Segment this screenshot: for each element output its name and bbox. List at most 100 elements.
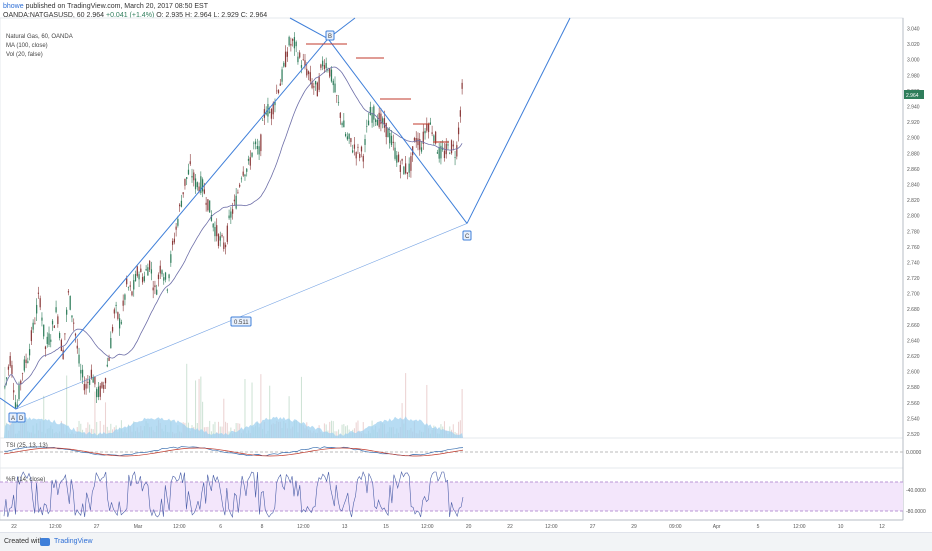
candle-body xyxy=(408,163,410,173)
candle-body xyxy=(78,354,80,364)
candle-body xyxy=(242,171,244,176)
tradingview-logo-icon xyxy=(40,538,50,546)
candle-body xyxy=(337,102,340,103)
candle-body xyxy=(48,333,50,345)
candle-body xyxy=(406,172,409,174)
candle-body xyxy=(119,318,121,329)
candle-body xyxy=(445,143,447,155)
candle-body xyxy=(166,289,168,291)
time-tick-label: 10 xyxy=(838,524,844,530)
candle-body xyxy=(306,68,308,76)
volume-bar xyxy=(104,402,107,438)
candle-layer xyxy=(4,32,463,410)
candle-body xyxy=(161,270,163,275)
candle-body xyxy=(163,277,165,281)
candle-body xyxy=(46,336,48,344)
price-tick-label: 2.700 xyxy=(907,292,920,298)
candle-body xyxy=(279,83,281,86)
candle-body xyxy=(134,274,137,282)
footer-brand[interactable]: TradingView xyxy=(54,538,93,545)
wr-tick-80: -80.0000 xyxy=(906,509,926,515)
tsi-signal-line xyxy=(3,447,464,457)
candle-body xyxy=(244,174,246,177)
volume-bar xyxy=(99,420,101,438)
candle-body xyxy=(108,357,110,361)
candle-body xyxy=(150,269,153,274)
candle-body xyxy=(405,163,407,174)
candle-body xyxy=(401,159,403,161)
candle-body xyxy=(380,113,382,125)
candle-body xyxy=(209,200,211,213)
volume-bar xyxy=(458,421,460,438)
candle-body xyxy=(256,145,258,149)
volume-bar xyxy=(288,396,290,438)
candle-body xyxy=(168,274,170,279)
candle-body xyxy=(311,81,313,88)
time-tick-label: Apr xyxy=(713,524,721,530)
tsi-tick: 0.0000 xyxy=(906,450,922,456)
pattern-extension-left xyxy=(289,17,329,40)
point-b-box xyxy=(325,30,335,41)
legend-title: Natural Gas, 60, OANDA xyxy=(6,34,73,40)
candle-body xyxy=(180,200,183,207)
price-chart[interactable]: 3.0403.0203.0002.9802.9602.9402.9202.900… xyxy=(0,0,932,532)
price-tick-label: 2.580 xyxy=(907,385,920,391)
volume-bar xyxy=(210,431,212,438)
candle-body xyxy=(438,147,440,159)
volume-bar xyxy=(338,429,340,438)
change-text: +0.041 (+1.4%) xyxy=(106,12,155,19)
candle-body xyxy=(334,83,336,93)
candle-body xyxy=(27,361,29,363)
candle-body xyxy=(300,65,303,68)
candle-body xyxy=(23,359,25,371)
candle-body xyxy=(281,69,283,82)
candle-body xyxy=(403,166,405,175)
candle-body xyxy=(129,285,131,287)
price-tick-label: 3.020 xyxy=(907,42,920,48)
candle-body xyxy=(450,140,453,154)
price-tick-label: 2.860 xyxy=(907,167,920,173)
volume-bar xyxy=(66,375,68,438)
candle-body xyxy=(277,90,280,94)
volume-bar xyxy=(300,376,302,438)
candle-body xyxy=(314,81,317,85)
time-tick-label: 27 xyxy=(94,524,100,530)
candle-body xyxy=(322,60,324,67)
price-tick-label: 2.900 xyxy=(907,136,920,142)
author-link[interactable]: bhowe xyxy=(3,3,24,10)
open-text: O: 2.935 xyxy=(156,12,184,19)
candle-body xyxy=(11,365,13,374)
time-tick-label: 12 xyxy=(879,524,885,530)
volume-bar xyxy=(461,389,463,438)
volume-bar xyxy=(426,384,428,438)
candle-body xyxy=(413,137,416,141)
price-tick-label: 3.000 xyxy=(907,58,920,64)
candle-body xyxy=(53,325,55,328)
candle-body xyxy=(394,147,396,159)
volume-bar xyxy=(195,380,197,438)
volume-bar xyxy=(225,421,227,438)
ma-line xyxy=(4,66,463,387)
candle-body xyxy=(71,315,73,318)
volume-bar xyxy=(87,422,89,438)
candle-body xyxy=(179,204,181,207)
candle-body xyxy=(223,242,225,249)
candle-body xyxy=(262,120,264,121)
candle-body xyxy=(221,235,223,237)
price-tick-label: 2.820 xyxy=(907,198,920,204)
candle-body xyxy=(461,82,463,89)
candle-body xyxy=(292,39,294,41)
candle-body xyxy=(260,134,262,152)
ohlc-line: OANDA:NATGASUSD, 60 2.964 +0.041 (+1.4%)… xyxy=(3,11,267,20)
candle-body xyxy=(115,304,117,306)
candle-body xyxy=(205,202,207,205)
candle-body xyxy=(272,102,274,115)
candle-body xyxy=(435,131,437,144)
candle-body xyxy=(122,300,124,306)
volume-bar xyxy=(362,422,364,438)
volume-bar xyxy=(106,426,108,438)
price-tick-label: 2.520 xyxy=(907,432,920,438)
candle-body xyxy=(431,132,433,134)
candle-body xyxy=(344,133,347,137)
volume-bar xyxy=(96,421,98,438)
